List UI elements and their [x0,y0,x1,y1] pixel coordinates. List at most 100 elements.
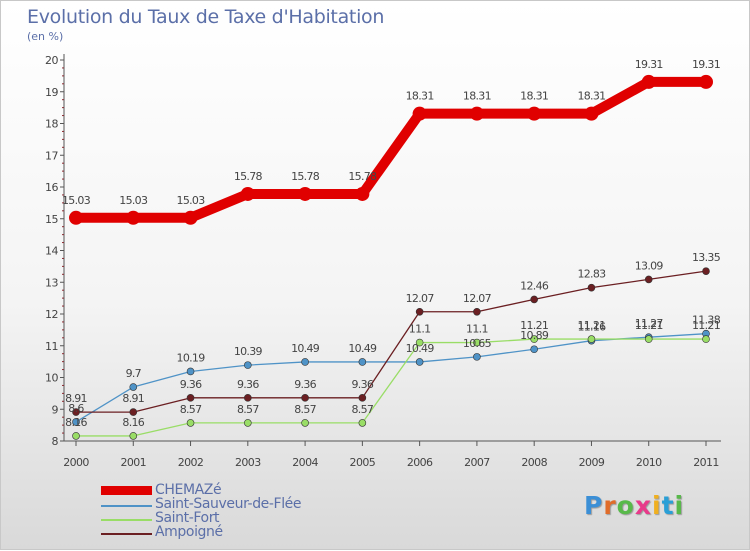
data-label: 12.07 [406,292,435,305]
x-tick-label: 2006 [407,456,433,469]
x-tick-label: 2004 [292,456,318,469]
data-label: 8.91 [65,392,87,405]
y-tick-label: 10 [45,372,58,385]
data-point [72,432,80,440]
data-point [469,106,484,121]
data-label: 18.31 [463,90,491,103]
data-point [587,335,596,343]
data-label: 18.31 [520,90,548,103]
data-label: 9.36 [180,378,202,391]
data-label: 9.36 [352,378,374,391]
data-label: 15.78 [291,170,320,183]
data-point [298,186,313,201]
data-label: 11.21 [520,319,548,332]
y-tick-label: 14 [45,245,58,258]
y-tick-label: 15 [45,213,58,226]
data-label: 18.31 [577,90,605,103]
data-label: 12.07 [463,292,492,305]
x-tick-label: 2000 [63,456,89,469]
data-label: 8.57 [294,403,316,416]
data-label: 12.46 [520,279,549,292]
data-label: 11.16 [577,321,606,334]
data-point [69,210,83,225]
data-label: 10.89 [520,329,549,342]
data-label: 8.6 [68,402,84,415]
data-label: 11.21 [692,319,720,332]
x-tick-label: 2010 [636,456,662,469]
data-point [244,419,252,427]
data-point [358,358,367,366]
x-tick-label: 2007 [464,456,490,469]
series-line [76,338,706,437]
data-label: 9.7 [126,367,142,380]
data-point [186,367,195,376]
data-point [240,186,255,201]
data-point [301,419,309,427]
data-label: 10.49 [406,342,435,355]
data-point [584,106,599,121]
data-point [530,345,538,354]
legend-label: Ampoigné [155,524,223,540]
legend-label: Saint-Sauveur-de-Flée [155,496,302,512]
data-point [129,408,138,416]
data-label: 10.49 [348,342,377,355]
data-label: 15.78 [234,170,263,183]
y-tick-label: 9 [52,403,59,416]
legend-swatch [101,533,152,535]
data-label: 19.31 [692,58,720,71]
data-label: 11.1 [409,323,431,336]
data-point [244,361,252,369]
data-label: 18.31 [406,90,434,103]
data-point [527,106,542,121]
data-label: 10.49 [291,342,320,355]
logo-letter: o [616,491,635,520]
data-label: 13.09 [635,259,664,272]
series-line [75,333,707,423]
x-tick-label: 2009 [579,456,605,469]
data-point [129,383,138,391]
series-line [76,270,707,413]
x-tick-label: 2002 [178,456,204,469]
data-point [530,335,538,343]
data-point [644,335,653,343]
data-point [186,419,195,427]
data-point [72,408,80,416]
data-point [530,295,538,304]
data-point [587,283,596,292]
data-point [186,394,195,402]
logo-letter: i [652,491,662,520]
y-tick-label: 17 [45,149,58,162]
data-label: 15.78 [348,170,377,183]
logo-letter: x [634,491,652,520]
data-label: 11.21 [635,319,663,332]
data-label: 15.03 [177,194,206,207]
series-line [76,76,706,223]
data-label: 11.1 [466,323,488,336]
data-point [129,432,138,440]
legend-label: CHEMAZé [155,482,222,498]
data-point [244,394,252,402]
x-tick-label: 2005 [350,456,376,469]
y-tick-label: 8 [52,435,59,448]
data-point [301,358,309,366]
x-tick-label: 2003 [235,456,261,469]
data-label: 8.57 [237,403,259,416]
data-point [644,275,653,284]
x-tick-label: 2001 [120,456,146,469]
y-tick-label: 13 [45,276,58,289]
y-tick-label: 12 [45,308,58,321]
data-label: 12.83 [577,268,606,281]
data-label: 15.03 [119,194,148,207]
logo-letter: r [603,491,617,520]
y-tick-label: 20 [45,54,58,67]
logo-letter: t [661,491,675,520]
x-tick-label: 2008 [521,456,547,469]
data-point [641,74,656,89]
data-point [412,106,427,121]
x-tick-label: 2011 [693,456,719,469]
y-tick-label: 18 [45,118,58,131]
data-point [415,358,424,366]
data-label: 8.91 [122,392,144,405]
data-point [415,338,424,347]
